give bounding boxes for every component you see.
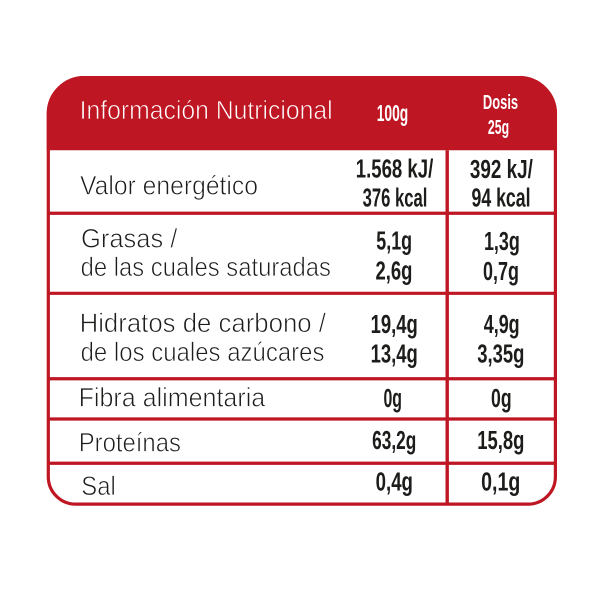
- svg-text:Proteínas: Proteínas: [79, 428, 181, 457]
- svg-text:5,1g: 5,1g: [376, 226, 412, 255]
- svg-text:392 kJ/: 392 kJ/: [470, 154, 534, 184]
- svg-text:0,4g: 0,4g: [376, 467, 413, 496]
- svg-text:de las cuales saturadas: de las cuales saturadas: [81, 253, 331, 282]
- svg-text:de los cuales azúcares: de los cuales azúcares: [81, 338, 325, 367]
- svg-text:Valor energético: Valor energético: [80, 172, 258, 201]
- svg-text:Dosis: Dosis: [483, 91, 518, 114]
- svg-text:376 kcal: 376 kcal: [363, 183, 428, 213]
- svg-text:1,3g: 1,3g: [484, 227, 520, 256]
- svg-text:4,9g: 4,9g: [484, 310, 520, 339]
- svg-text:15,8g: 15,8g: [477, 426, 524, 455]
- svg-text:2,6g: 2,6g: [376, 256, 413, 285]
- svg-text:3,35g: 3,35g: [477, 339, 524, 368]
- svg-text:0g: 0g: [383, 384, 401, 413]
- svg-text:19,4g: 19,4g: [371, 310, 418, 339]
- svg-text:25g: 25g: [488, 116, 509, 139]
- svg-text:Información Nutricional: Información Nutricional: [80, 96, 333, 125]
- svg-text:63,2g: 63,2g: [372, 425, 416, 454]
- svg-text:1.568 kJ/: 1.568 kJ/: [356, 155, 434, 184]
- svg-text:100g: 100g: [377, 102, 409, 127]
- svg-text:0,1g: 0,1g: [481, 467, 520, 496]
- svg-text:0g: 0g: [491, 383, 512, 412]
- svg-text:Sal: Sal: [81, 472, 115, 501]
- svg-text:Hidratos de carbono /: Hidratos de carbono /: [80, 308, 327, 338]
- svg-text:13,4g: 13,4g: [371, 339, 418, 368]
- svg-text:94 kcal: 94 kcal: [471, 183, 530, 212]
- svg-text:0,7g: 0,7g: [483, 257, 519, 286]
- svg-text:Grasas /: Grasas /: [81, 223, 178, 254]
- svg-text:Fibra alimentaria: Fibra alimentaria: [79, 384, 266, 413]
